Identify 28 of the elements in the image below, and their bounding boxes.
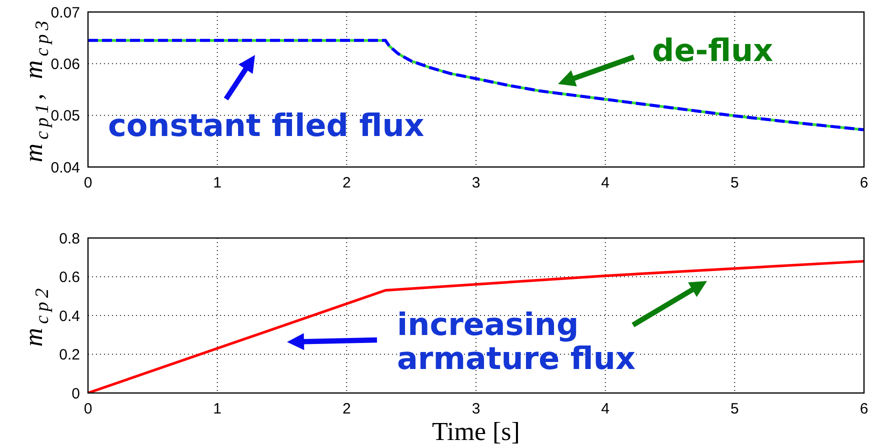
annotation: constant filed flux [108,108,424,144]
x-axis-title: Time [s] [432,417,520,446]
x-tick-label: 6 [860,400,868,418]
annotation: increasing armature flux [397,307,636,377]
x-tick-label: 6 [860,174,868,192]
annotation: de-flux [652,33,774,69]
line-series [88,260,864,393]
x-tick-label: 4 [601,400,610,418]
x-tick-label: 1 [213,174,222,192]
x-tick-label: 0 [84,400,92,418]
y-tick-label: 0.4 [59,308,80,325]
y-tick-label: 0.05 [50,108,80,125]
y-tick-label: 0.6 [59,269,80,286]
y-tick-label: 0.07 [50,4,80,22]
y-tick-label: 0.8 [59,230,80,248]
x-tick-label: 2 [342,174,351,192]
y-tick-label: 0.2 [59,346,80,364]
x-tick-label: 1 [213,400,222,418]
y-tick-label: 0.04 [50,159,80,176]
y-tick-label: 0 [72,385,80,402]
x-tick-label: 5 [730,400,739,418]
x-tick-label: 5 [730,174,739,192]
x-tick-label: 3 [472,174,480,192]
x-tick-label: 2 [342,400,351,418]
x-tick-label: 4 [601,174,610,192]
x-tick-label: 3 [472,400,480,418]
x-tick-label: 0 [84,174,92,192]
y-tick-label: 0.06 [50,56,80,73]
